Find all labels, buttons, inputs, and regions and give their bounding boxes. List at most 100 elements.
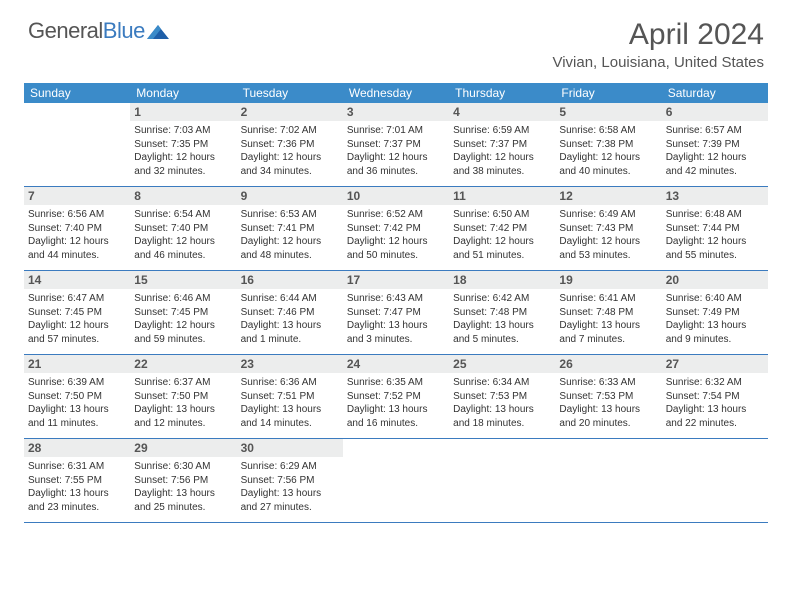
day-cell: 10Sunrise: 6:52 AMSunset: 7:42 PMDayligh…	[343, 187, 449, 270]
daylight-text: and 48 minutes.	[241, 249, 339, 263]
location: Vivian, Louisiana, United States	[552, 54, 764, 71]
day-number: 2	[237, 103, 343, 121]
weeks-container: 1Sunrise: 7:03 AMSunset: 7:35 PMDaylight…	[24, 103, 768, 523]
sunrise-text: Sunrise: 6:52 AM	[347, 208, 445, 222]
daylight-text: and 53 minutes.	[559, 249, 657, 263]
day-cell: 26Sunrise: 6:33 AMSunset: 7:53 PMDayligh…	[555, 355, 661, 438]
day-cell: 28Sunrise: 6:31 AMSunset: 7:55 PMDayligh…	[24, 439, 130, 522]
day-number: 14	[24, 271, 130, 289]
day-number: 6	[662, 103, 768, 121]
sunrise-text: Sunrise: 7:02 AM	[241, 124, 339, 138]
day-cell: 11Sunrise: 6:50 AMSunset: 7:42 PMDayligh…	[449, 187, 555, 270]
day-cell: 29Sunrise: 6:30 AMSunset: 7:56 PMDayligh…	[130, 439, 236, 522]
day-number: 7	[24, 187, 130, 205]
sunrise-text: Sunrise: 6:54 AM	[134, 208, 232, 222]
day-cell: 21Sunrise: 6:39 AMSunset: 7:50 PMDayligh…	[24, 355, 130, 438]
day-number: 16	[237, 271, 343, 289]
day-cell	[449, 439, 555, 522]
daylight-text: Daylight: 13 hours	[453, 319, 551, 333]
daylight-text: and 25 minutes.	[134, 501, 232, 515]
daylight-text: Daylight: 13 hours	[453, 403, 551, 417]
sunset-text: Sunset: 7:43 PM	[559, 222, 657, 236]
sunrise-text: Sunrise: 6:40 AM	[666, 292, 764, 306]
sunset-text: Sunset: 7:54 PM	[666, 390, 764, 404]
daylight-text: Daylight: 12 hours	[453, 235, 551, 249]
daylight-text: and 27 minutes.	[241, 501, 339, 515]
day-cell: 12Sunrise: 6:49 AMSunset: 7:43 PMDayligh…	[555, 187, 661, 270]
daylight-text: and 55 minutes.	[666, 249, 764, 263]
day-number: 23	[237, 355, 343, 373]
dayheader-tue: Tuesday	[237, 83, 343, 103]
daylight-text: and 1 minute.	[241, 333, 339, 347]
sunset-text: Sunset: 7:41 PM	[241, 222, 339, 236]
dayheader-fri: Friday	[555, 83, 661, 103]
month-title: April 2024	[552, 18, 764, 52]
daylight-text: Daylight: 12 hours	[666, 235, 764, 249]
daylight-text: and 42 minutes.	[666, 165, 764, 179]
daylight-text: Daylight: 13 hours	[28, 403, 126, 417]
sunset-text: Sunset: 7:45 PM	[134, 306, 232, 320]
daylight-text: Daylight: 13 hours	[134, 403, 232, 417]
week-row: 7Sunrise: 6:56 AMSunset: 7:40 PMDaylight…	[24, 187, 768, 271]
daylight-text: and 38 minutes.	[453, 165, 551, 179]
day-number: 21	[24, 355, 130, 373]
day-number: 8	[130, 187, 236, 205]
day-number: 5	[555, 103, 661, 121]
sunset-text: Sunset: 7:48 PM	[453, 306, 551, 320]
daylight-text: Daylight: 12 hours	[347, 151, 445, 165]
day-cell: 25Sunrise: 6:34 AMSunset: 7:53 PMDayligh…	[449, 355, 555, 438]
day-number: 30	[237, 439, 343, 457]
daylight-text: and 11 minutes.	[28, 417, 126, 431]
sunrise-text: Sunrise: 6:32 AM	[666, 376, 764, 390]
sunset-text: Sunset: 7:50 PM	[28, 390, 126, 404]
day-number: 24	[343, 355, 449, 373]
title-block: April 2024 Vivian, Louisiana, United Sta…	[552, 18, 764, 71]
logo: GeneralBlue	[28, 18, 169, 44]
sunrise-text: Sunrise: 6:56 AM	[28, 208, 126, 222]
daylight-text: and 12 minutes.	[134, 417, 232, 431]
daylight-text: and 9 minutes.	[666, 333, 764, 347]
day-cell: 16Sunrise: 6:44 AMSunset: 7:46 PMDayligh…	[237, 271, 343, 354]
sunrise-text: Sunrise: 6:48 AM	[666, 208, 764, 222]
day-number: 20	[662, 271, 768, 289]
daylight-text: Daylight: 12 hours	[453, 151, 551, 165]
day-number: 4	[449, 103, 555, 121]
sunset-text: Sunset: 7:56 PM	[241, 474, 339, 488]
day-cell: 7Sunrise: 6:56 AMSunset: 7:40 PMDaylight…	[24, 187, 130, 270]
day-number: 3	[343, 103, 449, 121]
sunrise-text: Sunrise: 6:30 AM	[134, 460, 232, 474]
daylight-text: and 44 minutes.	[28, 249, 126, 263]
daylight-text: Daylight: 13 hours	[241, 403, 339, 417]
daylight-text: and 3 minutes.	[347, 333, 445, 347]
day-cell: 27Sunrise: 6:32 AMSunset: 7:54 PMDayligh…	[662, 355, 768, 438]
dayheader-mon: Monday	[130, 83, 236, 103]
dayheader-row: Sunday Monday Tuesday Wednesday Thursday…	[24, 83, 768, 103]
sunrise-text: Sunrise: 6:50 AM	[453, 208, 551, 222]
day-cell: 3Sunrise: 7:01 AMSunset: 7:37 PMDaylight…	[343, 103, 449, 186]
sunset-text: Sunset: 7:39 PM	[666, 138, 764, 152]
sunrise-text: Sunrise: 6:42 AM	[453, 292, 551, 306]
daylight-text: Daylight: 13 hours	[666, 319, 764, 333]
calendar: Sunday Monday Tuesday Wednesday Thursday…	[24, 83, 768, 523]
header: GeneralBlue April 2024 Vivian, Louisiana…	[0, 0, 792, 77]
sunrise-text: Sunrise: 7:01 AM	[347, 124, 445, 138]
sunrise-text: Sunrise: 6:36 AM	[241, 376, 339, 390]
day-cell: 18Sunrise: 6:42 AMSunset: 7:48 PMDayligh…	[449, 271, 555, 354]
logo-word2: Blue	[103, 18, 145, 43]
sunset-text: Sunset: 7:51 PM	[241, 390, 339, 404]
day-number: 19	[555, 271, 661, 289]
logo-text: GeneralBlue	[28, 18, 145, 44]
logo-triangle-icon	[147, 23, 169, 39]
day-cell: 6Sunrise: 6:57 AMSunset: 7:39 PMDaylight…	[662, 103, 768, 186]
day-cell: 30Sunrise: 6:29 AMSunset: 7:56 PMDayligh…	[237, 439, 343, 522]
sunrise-text: Sunrise: 6:29 AM	[241, 460, 339, 474]
day-number: 29	[130, 439, 236, 457]
sunset-text: Sunset: 7:35 PM	[134, 138, 232, 152]
day-number: 9	[237, 187, 343, 205]
day-cell: 13Sunrise: 6:48 AMSunset: 7:44 PMDayligh…	[662, 187, 768, 270]
daylight-text: and 51 minutes.	[453, 249, 551, 263]
day-cell	[555, 439, 661, 522]
sunrise-text: Sunrise: 6:41 AM	[559, 292, 657, 306]
day-cell: 17Sunrise: 6:43 AMSunset: 7:47 PMDayligh…	[343, 271, 449, 354]
daylight-text: Daylight: 13 hours	[559, 319, 657, 333]
